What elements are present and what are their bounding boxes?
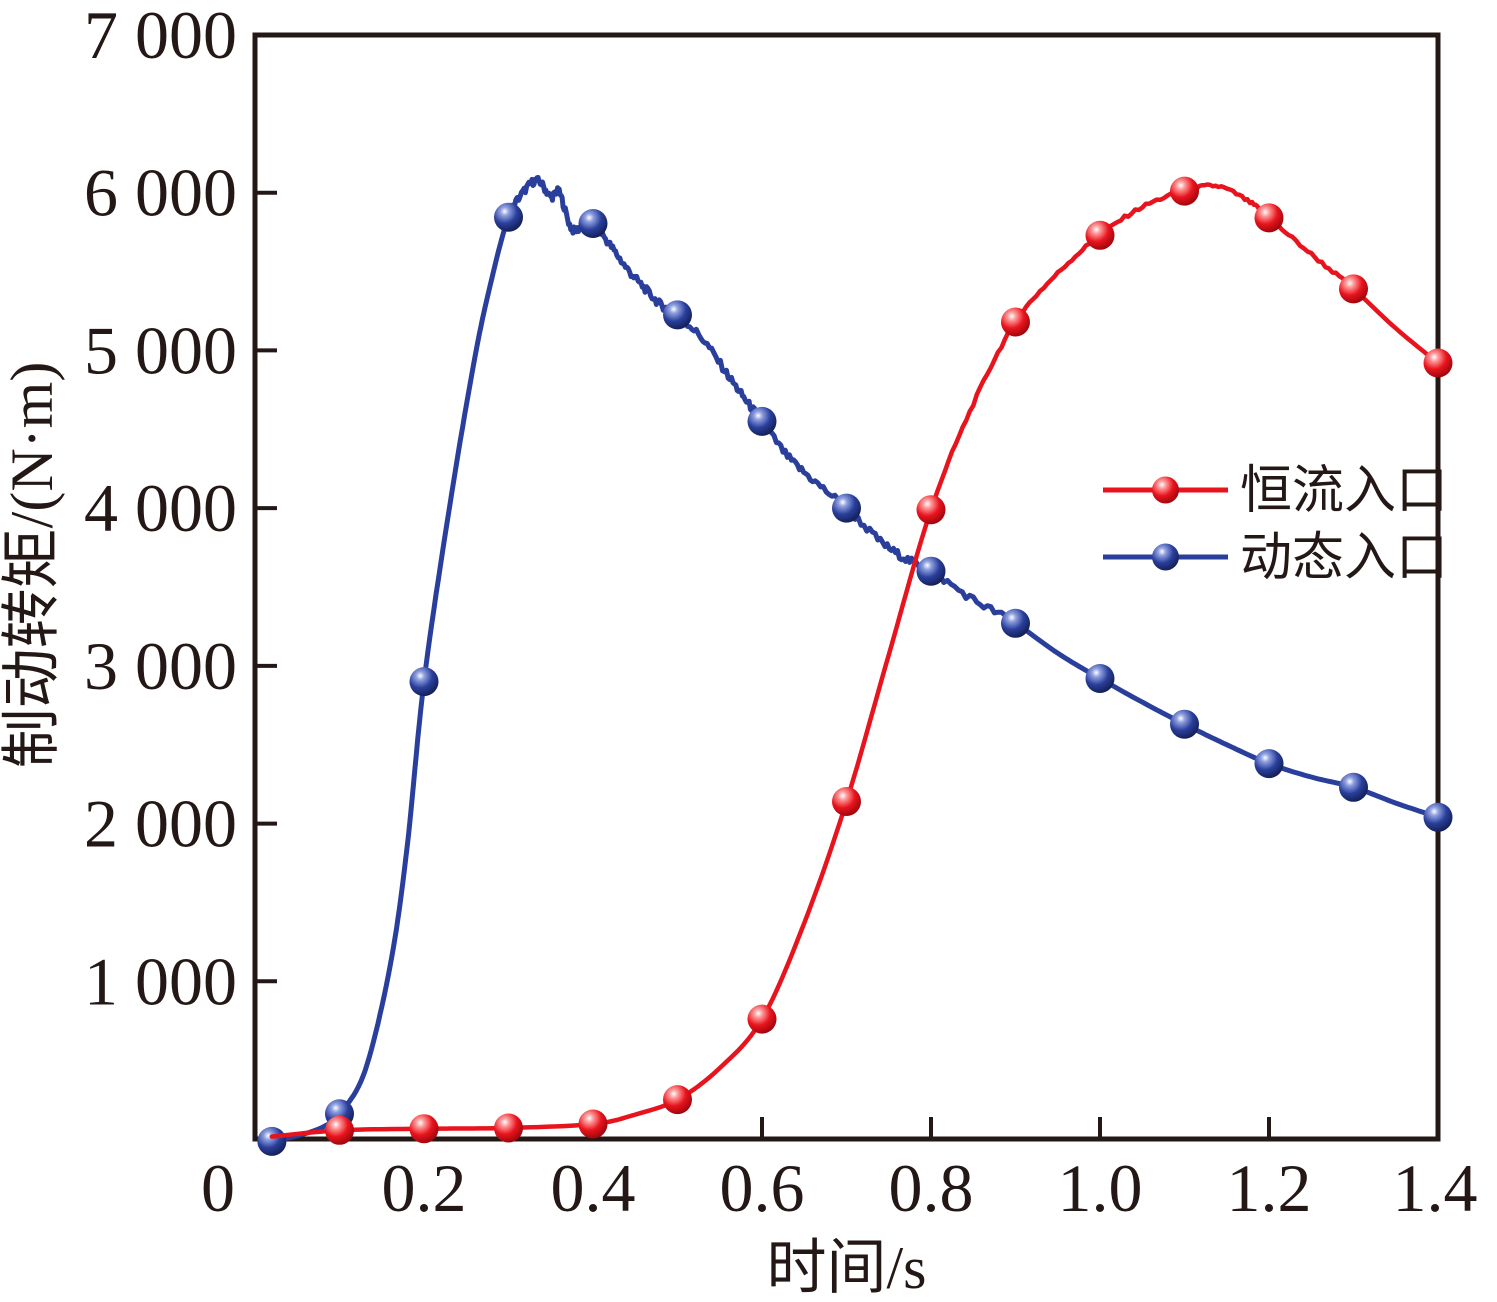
marker-constant-flow-inlet xyxy=(1339,274,1368,304)
x-tick-label: 0.4 xyxy=(551,1150,636,1226)
series-line-dynamic-inlet xyxy=(269,175,1441,1144)
legend-marker-dynamic-inlet xyxy=(1152,543,1179,571)
marker-dynamic-inlet xyxy=(257,1126,287,1156)
x-tick-label: 1.2 xyxy=(1227,1150,1312,1226)
marker-dynamic-inlet xyxy=(747,406,777,436)
marker-dynamic-inlet xyxy=(1001,608,1030,638)
marker-constant-flow-inlet xyxy=(325,1115,354,1145)
marker-dynamic-inlet xyxy=(916,556,946,586)
marker-dynamic-inlet xyxy=(663,300,692,330)
plot-frame xyxy=(252,32,1441,1142)
marker-constant-flow-inlet xyxy=(1001,307,1030,337)
marker-constant-flow-inlet xyxy=(916,495,946,525)
marker-constant-flow-inlet xyxy=(578,1109,608,1139)
marker-dynamic-inlet xyxy=(1085,664,1115,693)
y-tick-label: 6 000 xyxy=(84,155,237,231)
x-tick-label: 0.8 xyxy=(889,1150,974,1226)
marker-constant-flow-inlet xyxy=(409,1114,439,1144)
marker-constant-flow-inlet xyxy=(494,1113,523,1143)
x-tick-label: 0.6 xyxy=(720,1150,805,1226)
marker-constant-flow-inlet xyxy=(747,1004,777,1034)
x-axis-title: 时间/s xyxy=(766,1235,926,1301)
x-tick-label: 1.0 xyxy=(1058,1150,1143,1226)
marker-dynamic-inlet xyxy=(1339,772,1368,802)
marker-constant-flow-inlet xyxy=(1170,176,1199,206)
marker-constant-flow-inlet xyxy=(1423,348,1453,378)
marker-dynamic-inlet xyxy=(832,493,861,523)
y-axis-title: 制动转矩/(N·m) xyxy=(0,362,65,769)
marker-dynamic-inlet xyxy=(1254,749,1284,779)
origin-tick-label: 0 xyxy=(201,1150,235,1226)
marker-dynamic-inlet xyxy=(578,209,608,238)
y-tick-label: 4 000 xyxy=(84,470,237,546)
series-line-constant-flow-inlet xyxy=(269,182,1441,1139)
x-tick-label: 1.4 xyxy=(1393,1150,1478,1226)
marker-constant-flow-inlet xyxy=(1254,203,1284,233)
legend-entry-dynamic-inlet: 动态入口 xyxy=(1103,530,1448,587)
marker-constant-flow-inlet xyxy=(832,787,861,816)
y-tick-label: 1 000 xyxy=(84,943,237,1019)
y-tick-label: 5 000 xyxy=(84,312,237,388)
legend-label-dynamic-inlet: 动态入口 xyxy=(1240,530,1448,587)
marker-constant-flow-inlet xyxy=(1085,220,1115,250)
marker-dynamic-inlet xyxy=(1423,802,1453,832)
y-tick-label: 3 000 xyxy=(84,628,237,704)
x-tick-label: 0.2 xyxy=(382,1150,467,1226)
marker-dynamic-inlet xyxy=(1170,709,1199,739)
marker-constant-flow-inlet xyxy=(663,1085,692,1115)
legend-marker-constant-flow-inlet xyxy=(1152,476,1179,504)
y-tick-label: 7 000 xyxy=(84,0,237,73)
marker-dynamic-inlet xyxy=(409,667,439,697)
y-tick-label: 2 000 xyxy=(84,786,237,862)
legend-entry-constant-flow-inlet: 恒流入口 xyxy=(1103,463,1448,520)
legend-label-constant-flow-inlet: 恒流入口 xyxy=(1240,463,1448,520)
marker-dynamic-inlet xyxy=(494,202,523,232)
